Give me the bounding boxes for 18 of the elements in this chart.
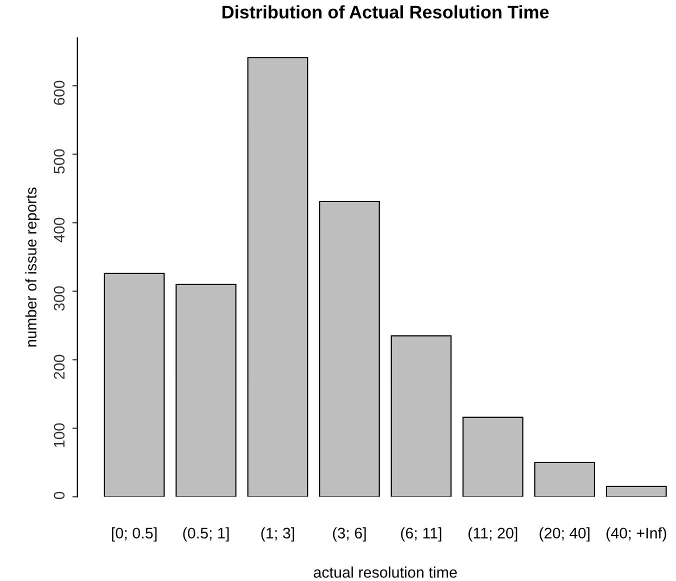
y-tick-label: 200 [54, 354, 65, 379]
y-tick-label: 300 [54, 286, 65, 311]
chart-title: Distribution of Actual Resolution Time [222, 5, 549, 18]
x-tick-label: (3; 6] [333, 527, 366, 542]
y-tick-label: 500 [54, 149, 65, 174]
x-tick-label: (20; 40] [540, 527, 590, 542]
y-tick-label: 0 [54, 492, 65, 500]
y-tick-label: 400 [54, 218, 65, 242]
x-tick-label: (40; +Inf) [606, 527, 666, 542]
x-axis-title: actual resolution time [314, 566, 457, 578]
x-tick-label: [0; 0.5] [112, 527, 157, 542]
y-tick-label: 100 [54, 423, 65, 448]
x-tick-label: (0.5; 1] [183, 527, 229, 542]
x-tick-label: (11; 20] [468, 527, 518, 542]
x-tick-label: (6; 11] [401, 527, 442, 542]
y-tick-label: 600 [54, 80, 65, 105]
x-tick-label: (1; 3] [261, 527, 294, 542]
y-axis-title: number of issue reports [25, 188, 40, 346]
